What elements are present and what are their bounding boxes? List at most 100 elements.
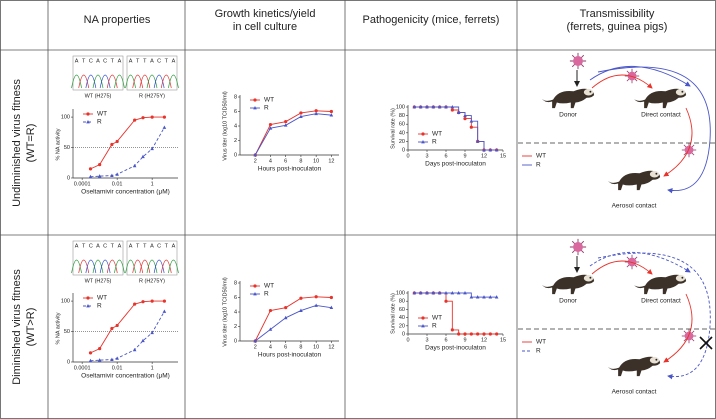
data-point: [299, 114, 303, 118]
legend-marker: [421, 316, 425, 320]
x-axis-label: Hours post-inoculaton: [258, 166, 322, 173]
legend-label: WT: [264, 283, 274, 290]
base-letter: T: [82, 243, 86, 249]
base-letter: C: [89, 243, 93, 249]
y-axis-label: Survival rate (%): [390, 293, 396, 334]
row-header: Diminished virus fitness: [11, 269, 23, 385]
base-letter: C: [157, 58, 161, 64]
chromatogram-peak: [92, 259, 104, 274]
data-point: [418, 105, 423, 109]
data-point: [268, 122, 273, 127]
x-tick-label: 0: [406, 337, 409, 343]
y-tick-label: 80: [399, 299, 405, 305]
base-letter: A: [150, 243, 154, 249]
legend-marker: [253, 98, 257, 102]
y-tick-label: 0: [234, 152, 237, 158]
data-point: [431, 105, 436, 109]
data-point: [133, 118, 137, 122]
legend-marker: [421, 324, 425, 328]
x-tick-label: 3: [425, 153, 428, 159]
chromatogram-peak: [139, 259, 151, 274]
data-point: [437, 291, 442, 295]
data-point: [425, 291, 429, 295]
data-point: [150, 299, 154, 303]
chromatogram-peak: [125, 74, 136, 89]
x-tick-label: 2: [254, 158, 257, 164]
wt-aerosol-arrow: [663, 107, 693, 177]
x-tick-label: 4: [269, 344, 272, 350]
data-point: [98, 347, 102, 351]
chromatogram-frame: [72, 240, 124, 276]
x-axis-label: Hours post-inoculaton: [258, 352, 322, 359]
chromatogram-frame: [126, 55, 178, 91]
data-point: [463, 332, 467, 336]
data-point: [115, 356, 119, 360]
x-tick-label: 6: [284, 344, 287, 350]
x-tick-label: 12: [328, 344, 334, 350]
series-line: [254, 305, 332, 342]
data-point: [437, 105, 442, 109]
legend-marker: [421, 132, 425, 136]
base-letter: T: [143, 243, 147, 249]
series-line: [90, 311, 165, 362]
chromatogram-peak: [71, 74, 82, 89]
data-point: [132, 163, 137, 168]
legend-label: R: [432, 139, 437, 146]
y-axis-label: Survival rate (%): [390, 108, 396, 149]
data-point: [299, 296, 303, 300]
y-tick-label: 0: [402, 331, 405, 337]
y-tick-label: 50: [64, 145, 70, 151]
data-point: [456, 291, 461, 295]
x-tick-label: 2: [254, 344, 257, 350]
y-tick-label: 20: [399, 323, 405, 329]
y-tick-label: 60: [399, 122, 405, 128]
y-tick-label: 100: [396, 290, 405, 296]
chromatogram-peak: [85, 74, 97, 89]
data-point: [97, 358, 102, 362]
blocked-mark: [699, 336, 713, 350]
base-letter: T: [165, 58, 169, 64]
data-point: [162, 125, 167, 129]
data-point: [488, 148, 493, 152]
legend-marker: [253, 106, 257, 110]
base-letter: C: [103, 58, 107, 64]
x-tick-label: 3: [425, 337, 428, 343]
data-point: [115, 139, 119, 144]
virus-particle: [681, 142, 697, 158]
x-tick-label: 12: [481, 153, 487, 159]
data-point: [283, 315, 288, 320]
chromatogram-frame: [126, 240, 178, 276]
base-letter: A: [172, 243, 176, 249]
base-letter: T: [143, 58, 147, 64]
x-tick-label: 6: [444, 153, 447, 159]
legend-label: R: [536, 162, 541, 169]
data-point: [97, 174, 102, 178]
data-point: [150, 115, 154, 119]
data-point: [494, 295, 499, 299]
chromatogram-peak: [146, 74, 158, 89]
data-point: [253, 153, 258, 157]
series-line: [254, 110, 332, 156]
base-letter: C: [157, 243, 161, 249]
chromatogram-peak: [114, 259, 125, 274]
legend-marker: [86, 112, 90, 116]
data-point: [299, 111, 303, 115]
data-point: [141, 154, 145, 159]
y-tick-label: 60: [399, 307, 405, 313]
data-point: [283, 123, 288, 127]
data-point: [268, 327, 273, 331]
y-tick-label: 2: [234, 138, 237, 144]
data-point: [495, 332, 499, 336]
series-line: [254, 113, 332, 156]
chromatogram-peak: [168, 259, 179, 274]
data-point: [98, 163, 102, 167]
data-point: [88, 167, 93, 171]
aerosol-contact-label: Aerosol contact: [612, 203, 657, 210]
chromatogram-peak: [99, 74, 111, 89]
column-header: Transmissibility: [580, 8, 655, 20]
base-letter: A: [150, 58, 154, 64]
data-point: [450, 291, 455, 295]
legend-label: WT: [536, 339, 546, 346]
x-tick-label: 8: [299, 344, 302, 350]
direct-contact-label: Direct contact: [641, 112, 681, 119]
